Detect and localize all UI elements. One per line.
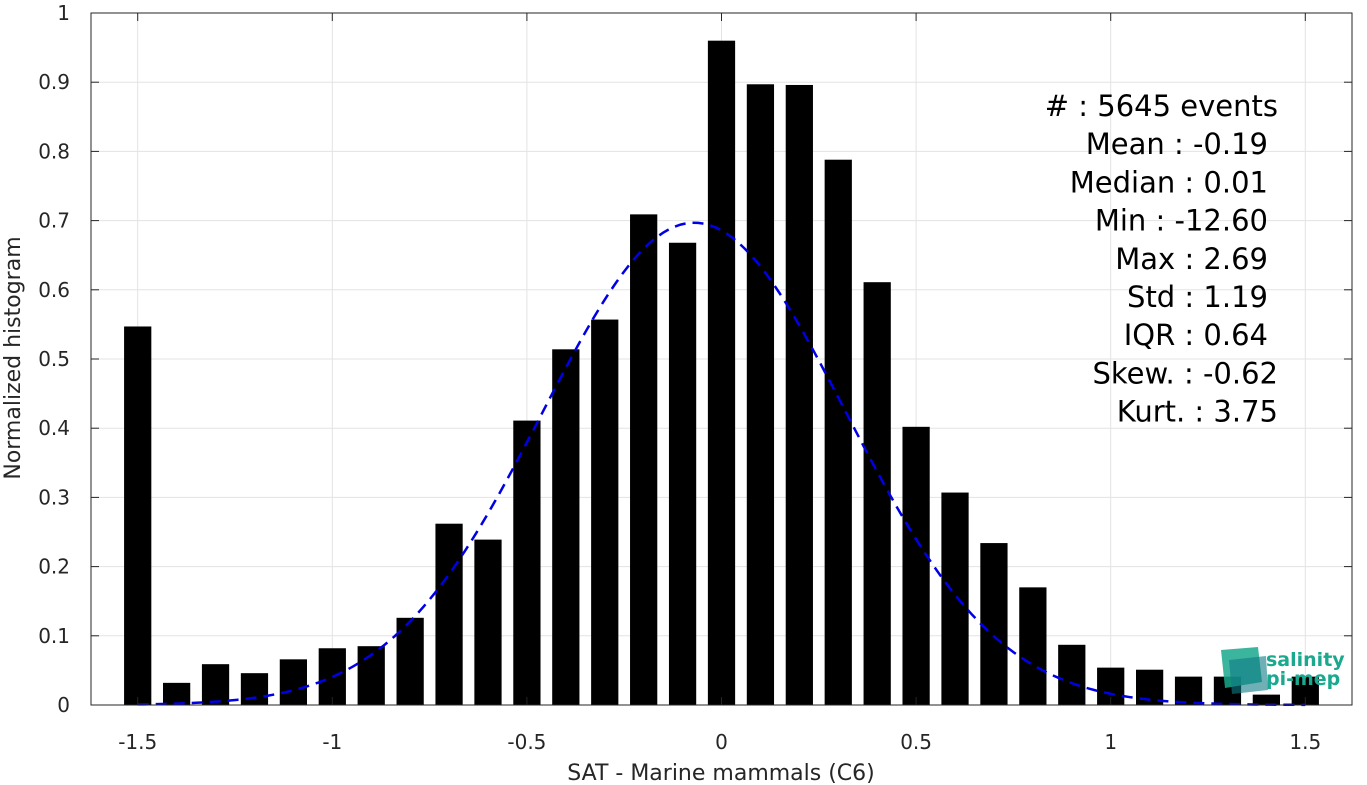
y-tick-label: 1 (57, 1, 70, 25)
histogram-bar (474, 539, 502, 705)
histogram-bar (1019, 587, 1047, 705)
histogram-bar (941, 492, 969, 705)
stat-line: Mean : -0.19 (1086, 127, 1268, 161)
statistics-box: # : 5645 events Mean : -0.19 Median : 0.01… (1045, 89, 1278, 429)
y-tick-label: 0.5 (38, 347, 70, 371)
y-tick-label: 0.4 (38, 416, 70, 440)
x-tick-label: -1.5 (118, 730, 157, 754)
histogram-bar (902, 426, 930, 705)
x-tick-label: -0.5 (507, 730, 546, 754)
stat-line: Kurt. : 3.75 (1117, 395, 1278, 429)
histogram-bar (668, 242, 697, 705)
histogram-bar (552, 349, 580, 705)
logo-icon (1221, 647, 1268, 694)
histogram-bar (707, 40, 736, 706)
histogram-bar (318, 648, 346, 705)
x-tick-label: 0 (715, 730, 728, 754)
x-axis-label: SAT - Marine mammals (C6) (567, 761, 875, 785)
x-tick-label: 1.5 (1289, 730, 1321, 754)
x-tick-label: 0.5 (900, 730, 932, 754)
histogram-bar (863, 282, 891, 705)
histogram-bar (1252, 694, 1280, 705)
histogram-bar (279, 659, 308, 705)
salinity-pi-mep-logo: salinity pi-mep (1221, 647, 1345, 694)
y-tick-label: 0.7 (38, 209, 70, 233)
histogram-bar (1174, 676, 1203, 705)
histogram-bar (513, 420, 541, 705)
y-tick-label: 0.2 (38, 555, 70, 579)
histogram-bar (591, 319, 619, 705)
y-axis-ticks: 0 0.1 0.2 0.3 0.4 0.5 0.6 0.7 0.8 0.9 1 (38, 1, 1352, 717)
y-tick-label: 0.6 (38, 278, 70, 302)
histogram-bar (124, 326, 152, 705)
x-tick-label: -1 (322, 730, 342, 754)
histogram-bar (163, 682, 191, 705)
histogram-bar (824, 159, 852, 706)
stat-line: Min : -12.60 (1095, 204, 1268, 238)
y-axis-label: Normalized histogram (1, 236, 26, 479)
histogram-bar (746, 84, 775, 705)
histogram-bar (630, 214, 658, 705)
histogram-bar (1058, 644, 1086, 705)
histogram-bar (240, 673, 269, 705)
y-tick-label: 0.8 (38, 139, 70, 163)
logo-text-pi-mep: pi-mep (1266, 668, 1340, 690)
y-tick-label: 0.9 (38, 70, 70, 94)
y-tick-label: 0.3 (38, 485, 70, 509)
y-tick-label: 0.1 (38, 624, 70, 648)
stat-line: Median : 0.01 (1070, 165, 1268, 199)
y-tick-label: 0 (57, 693, 70, 717)
histogram-bars (124, 40, 1319, 706)
histogram-bar (785, 84, 813, 705)
stat-line: Max : 2.69 (1115, 242, 1268, 276)
histogram-bar (201, 664, 230, 705)
stat-line: IQR : 0.64 (1124, 318, 1268, 352)
x-axis-ticks: -1.5 -1 -0.5 0 0.5 1 1.5 (118, 13, 1321, 754)
gaussian-fit-curve (137, 221, 1306, 707)
histogram-bar (396, 617, 424, 705)
logo-text-salinity: salinity (1266, 649, 1345, 671)
x-tick-label: 1 (1104, 730, 1117, 754)
stat-line: Std : 1.19 (1127, 280, 1268, 314)
stat-line: Skew. : -0.62 (1092, 356, 1278, 390)
stat-line: # : 5645 events (1045, 89, 1278, 123)
histogram-bar (980, 543, 1008, 705)
histogram-bar (435, 523, 463, 705)
